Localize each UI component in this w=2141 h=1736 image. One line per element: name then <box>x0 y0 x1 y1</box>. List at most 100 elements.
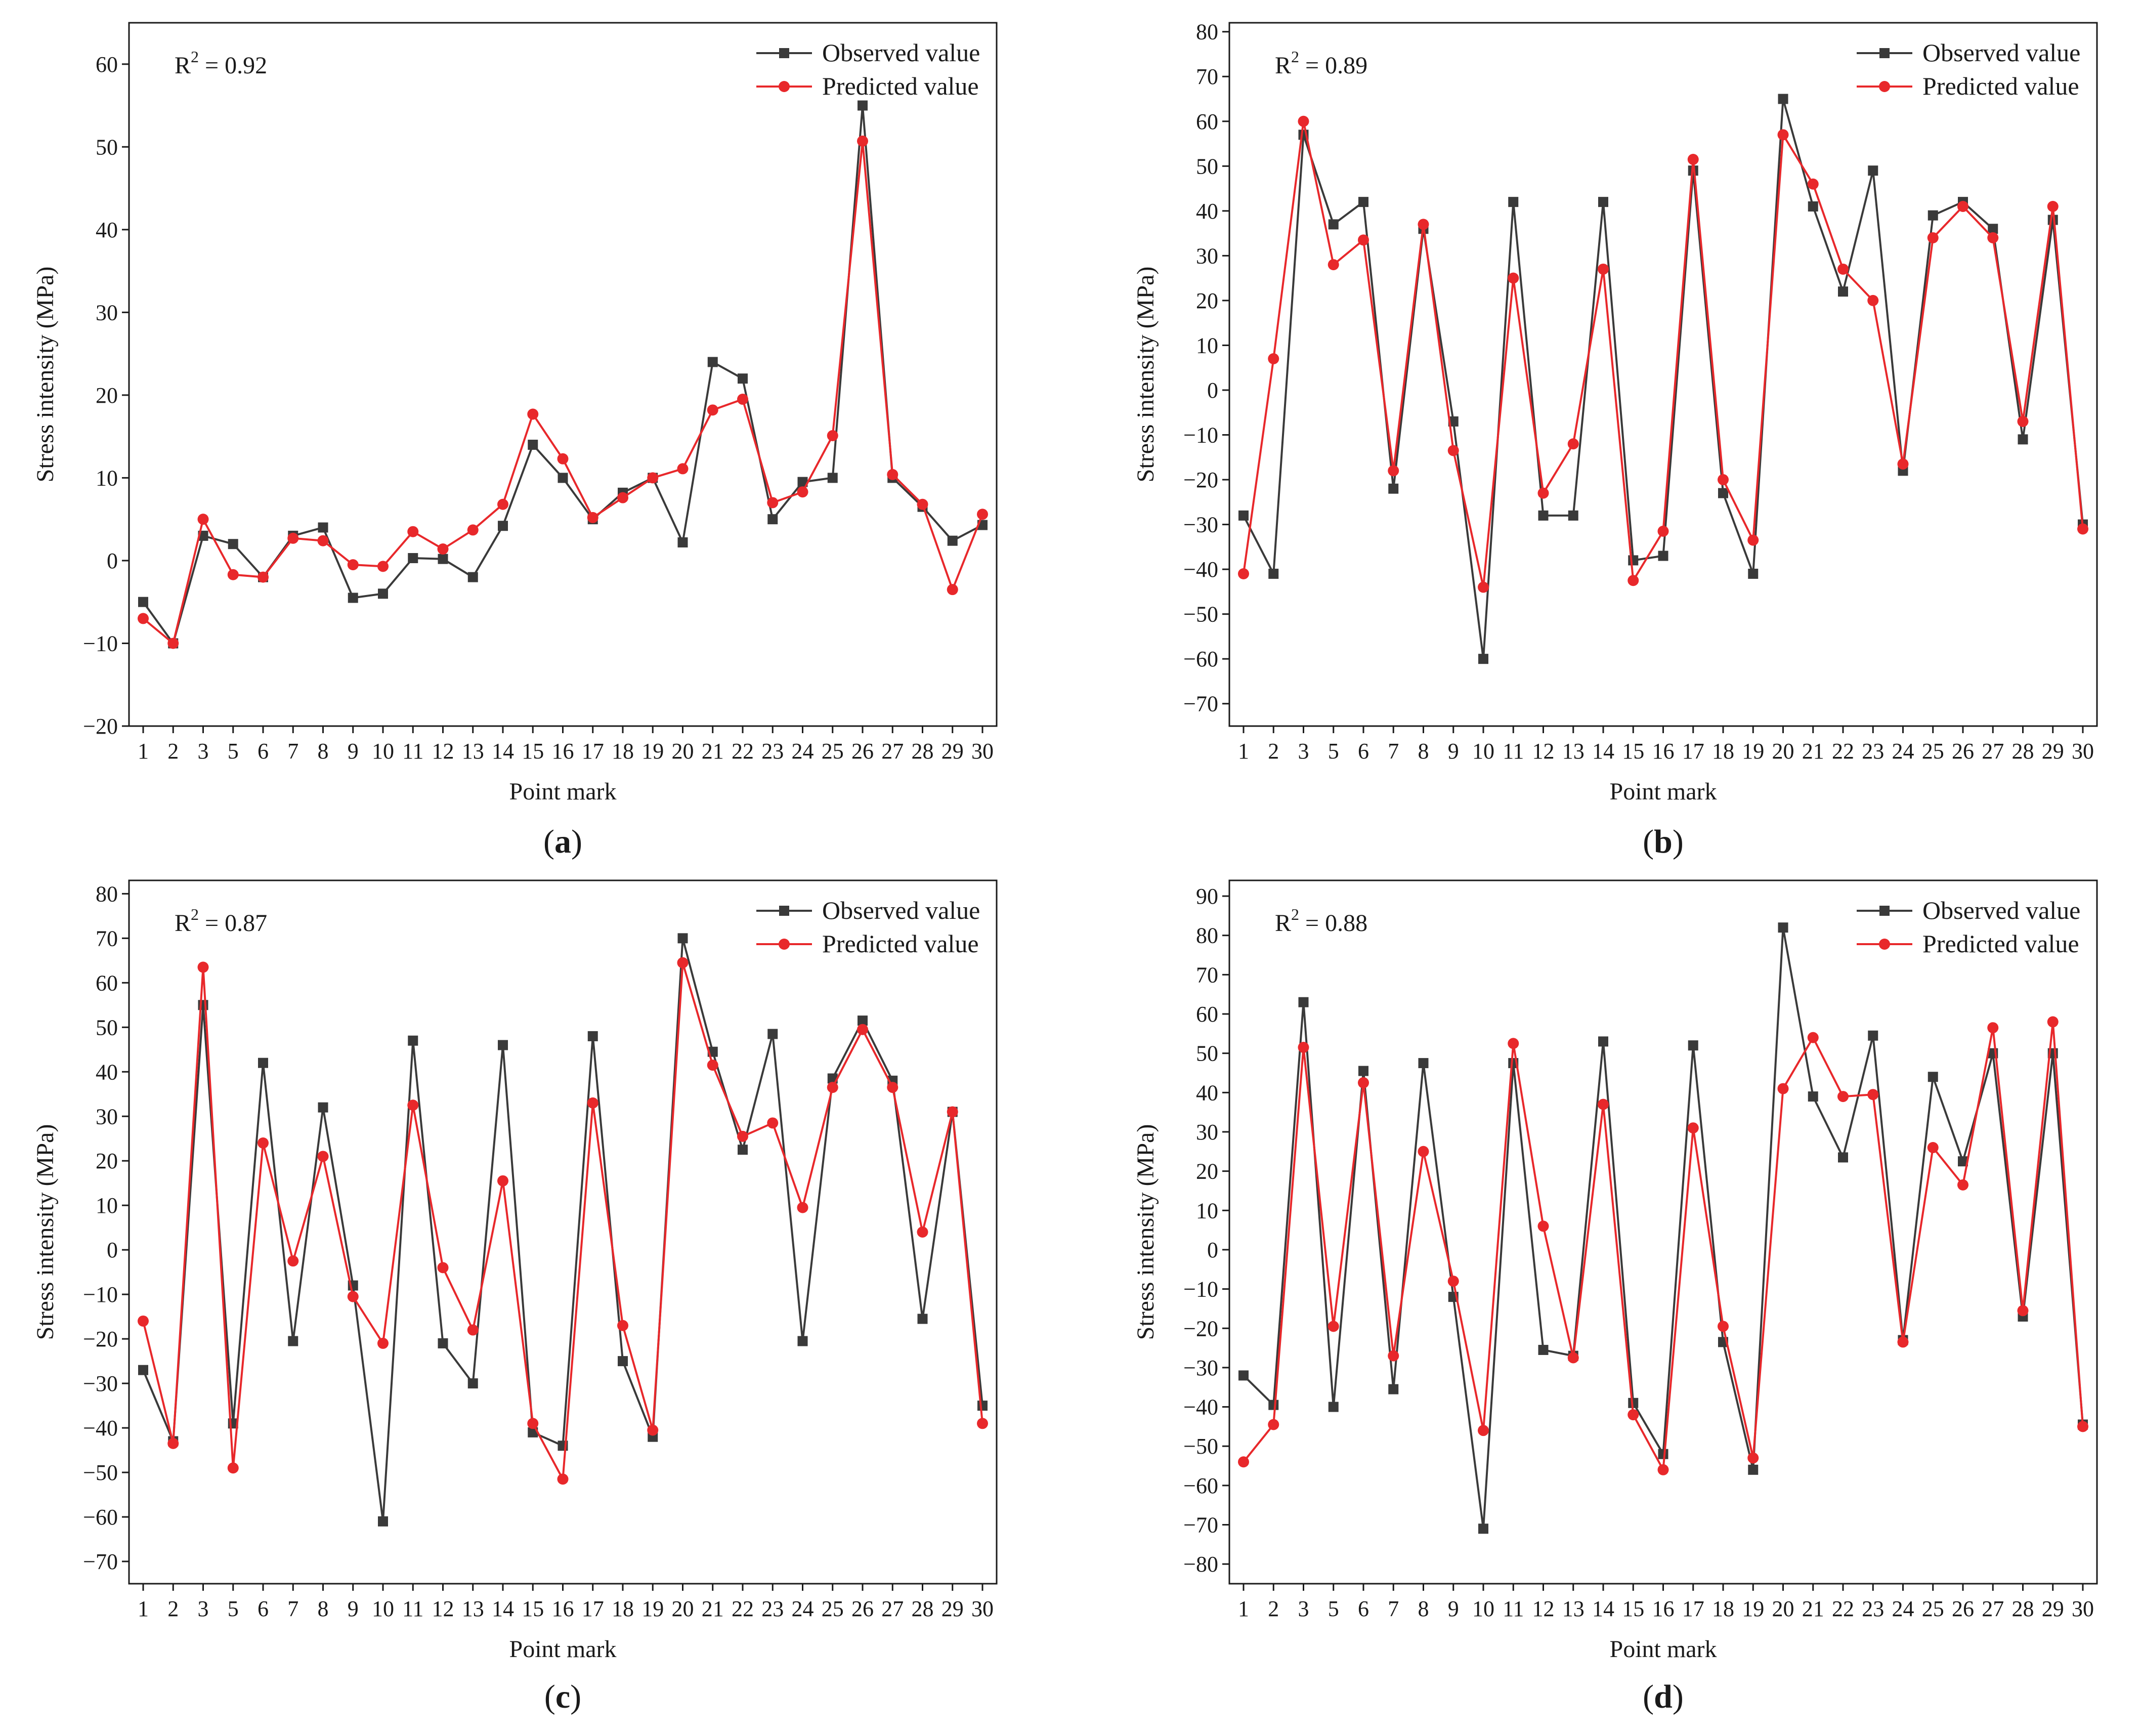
observed-point <box>1688 1040 1698 1051</box>
predicted-point <box>1897 1336 1909 1348</box>
observed-point <box>917 1314 928 1324</box>
x-tick-label: 15 <box>1622 739 1644 764</box>
x-tick-label: 21 <box>702 739 724 764</box>
x-tick-label: 22 <box>732 739 754 764</box>
x-tick-label: 27 <box>881 1596 904 1621</box>
observed-point <box>1388 483 1399 494</box>
x-tick-label: 17 <box>1682 739 1704 764</box>
predicted-point <box>1388 1350 1399 1362</box>
predicted-line <box>142 140 983 645</box>
y-tick-label: −30 <box>1183 513 1218 537</box>
x-tick-label: 2 <box>1268 739 1279 764</box>
observed-point <box>977 1401 988 1411</box>
observed-point <box>318 522 328 533</box>
x-tick-label: 3 <box>198 1596 209 1621</box>
x-tick-label: 3 <box>198 739 209 764</box>
y-tick-label: −10 <box>1183 423 1218 448</box>
y-tick-label: −20 <box>1183 468 1218 492</box>
x-tick-label: 17 <box>1682 1596 1704 1621</box>
legend-marker-predicted <box>779 81 790 92</box>
predicted-point <box>497 498 508 510</box>
legend-label-predicted: Predicted value <box>822 929 979 958</box>
r-squared-superscript: 2 <box>191 48 199 66</box>
x-tick-label: 12 <box>432 739 454 764</box>
legend: Observed value Predicted value <box>756 38 980 100</box>
x-tick-label: 16 <box>552 1596 574 1621</box>
panel-paren-close: ) <box>1673 823 1684 860</box>
y-tick-label: −10 <box>83 1282 118 1307</box>
predicted-point <box>197 514 209 525</box>
predicted-point <box>2017 415 2029 427</box>
x-axis: 1 2 3 5 6 7 8 9 10 11 12 13 14 15 16 17 18 19 20 21 22 23 24 25… <box>1238 1584 2094 1621</box>
x-tick-label: 21 <box>1802 739 1824 764</box>
y-tick-label: −40 <box>83 1416 118 1441</box>
predicted-point <box>827 1082 838 1093</box>
predicted-point <box>917 498 928 510</box>
x-tick-label: 11 <box>1503 1596 1524 1621</box>
observed-point <box>1628 1398 1639 1408</box>
predicted-point <box>437 543 449 555</box>
observed-point <box>1268 1400 1279 1410</box>
predicted-point <box>1957 200 1968 212</box>
y-tick-label: 10 <box>96 1193 118 1218</box>
predicted-point <box>1987 1022 1999 1034</box>
observed-line <box>142 937 983 1522</box>
predicted-point <box>677 463 689 475</box>
observed-point <box>738 373 748 384</box>
y-tick-label: 50 <box>96 1015 118 1040</box>
predicted-point <box>557 1473 569 1485</box>
observed-point <box>1808 201 1818 211</box>
predicted-point <box>1388 465 1399 477</box>
predicted-point <box>1837 1091 1849 1103</box>
x-tick-label: 1 <box>138 1596 149 1621</box>
y-tick-label: −30 <box>1183 1356 1218 1380</box>
series-predicted <box>1238 115 2088 593</box>
legend-label-observed: Observed value <box>1922 896 2080 924</box>
predicted-point <box>2047 1016 2059 1028</box>
predicted-point <box>1687 154 1699 165</box>
predicted-point <box>617 492 628 503</box>
x-tick-label: 12 <box>1532 739 1555 764</box>
y-tick-label: 20 <box>1196 288 1218 313</box>
observed-point <box>767 1029 778 1039</box>
predicted-point <box>1328 1321 1339 1332</box>
y-tick-label: 10 <box>1196 1198 1218 1223</box>
observed-point <box>498 521 508 531</box>
series-observed <box>138 933 988 1527</box>
predicted-point <box>857 135 868 147</box>
predicted-point <box>138 613 149 624</box>
predicted-point <box>1747 1452 1759 1464</box>
predicted-point <box>1358 1077 1369 1088</box>
x-tick-label: 3 <box>1298 1596 1309 1621</box>
observed-point <box>348 592 358 603</box>
predicted-point <box>1238 1456 1249 1468</box>
observed-point <box>408 553 418 564</box>
y-tick-label: 80 <box>96 881 118 906</box>
x-tick-label: 29 <box>941 1596 964 1621</box>
x-tick-label: 24 <box>792 739 814 764</box>
x-tick-label: 21 <box>1802 1596 1824 1621</box>
predicted-point <box>1238 568 1249 579</box>
panel-label: (a) <box>543 823 582 860</box>
observed-point <box>1508 197 1519 207</box>
y-axis-label: Stress intensity (MPa) <box>1132 1124 1159 1340</box>
x-tick-label: 2 <box>1268 1596 1279 1621</box>
predicted-point <box>1508 272 1519 284</box>
x-tick-label: 14 <box>1592 739 1614 764</box>
x-tick-label: 16 <box>1652 739 1675 764</box>
predicted-point <box>2077 1421 2088 1432</box>
predicted-line <box>1243 120 2084 588</box>
x-tick-label: 22 <box>732 1596 754 1621</box>
x-tick-label: 25 <box>822 739 844 764</box>
x-axis: 1 2 3 5 6 7 8 9 10 11 12 13 14 15 16 17 18 19 20 21 22 23 24 25… <box>138 1584 994 1621</box>
panel-paren-open: ( <box>1643 823 1654 860</box>
observed-point <box>2018 434 2028 445</box>
predicted-point <box>1598 1098 1609 1110</box>
predicted-point <box>287 1255 299 1267</box>
y-axis: −70 −60 −50 −40 −30 −20 −10 0 10 20 30 40 50 60 70 80 <box>1183 20 1229 716</box>
legend-marker-predicted <box>1879 81 1890 92</box>
observed-point <box>1388 1384 1399 1394</box>
observed-point <box>1238 1370 1249 1381</box>
x-tick-label: 10 <box>372 1596 394 1621</box>
y-tick-label: −10 <box>83 631 118 656</box>
